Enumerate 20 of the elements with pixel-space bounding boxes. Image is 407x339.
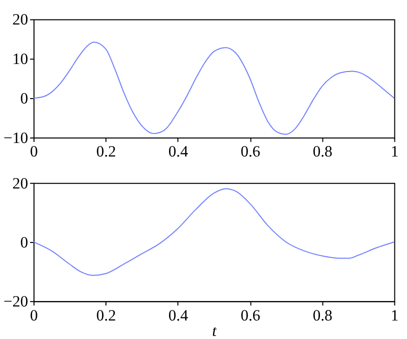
x-tick-label: 1 (390, 144, 399, 161)
y-tick-label: 20 (12, 12, 28, 29)
line-series (33, 42, 395, 135)
x-tick-label: 0.4 (168, 307, 188, 324)
y-tick-label: 20 (12, 175, 28, 192)
y-tick-label: −10 (3, 130, 28, 147)
y-tick-label: 10 (12, 51, 28, 68)
x-tick-label: 1 (390, 307, 399, 324)
x-tick-label: 0.2 (96, 144, 116, 161)
x-axis-title: t (212, 323, 218, 339)
x-tick-label: 0.6 (240, 307, 260, 324)
x-tick-label: 0.2 (96, 307, 116, 324)
x-tick-label: 0.8 (312, 144, 333, 161)
y-tick-label: 0 (20, 90, 28, 108)
x-tick-label: 0.8 (312, 307, 333, 324)
y-tick-label: 0 (20, 234, 28, 252)
x-tick-label: 0.6 (240, 144, 260, 161)
line-series (33, 188, 395, 276)
x-tick-label: 0.4 (168, 144, 188, 161)
y-tick-label: −20 (3, 294, 28, 311)
